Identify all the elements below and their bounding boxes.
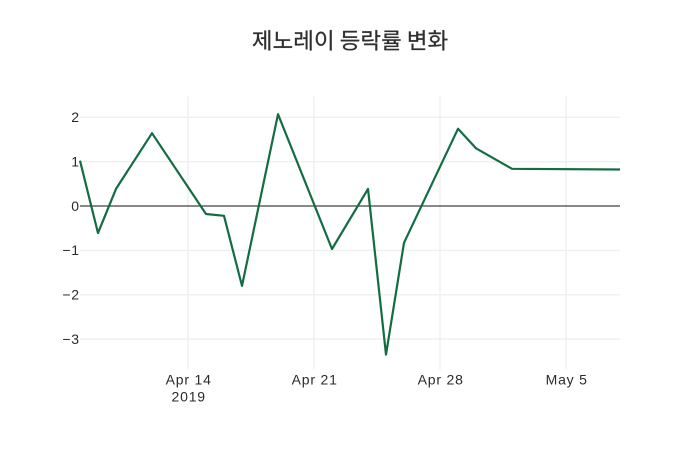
- svg-text:2019: 2019: [172, 389, 206, 405]
- svg-text:May 5: May 5: [546, 372, 588, 388]
- svg-text:2: 2: [71, 109, 80, 125]
- svg-text:Apr 21: Apr 21: [292, 372, 338, 388]
- svg-text:−2: −2: [62, 287, 79, 303]
- svg-text:−3: −3: [62, 331, 79, 347]
- svg-text:1: 1: [71, 154, 80, 170]
- svg-text:Apr 14: Apr 14: [166, 372, 212, 388]
- svg-text:−1: −1: [62, 242, 79, 258]
- svg-text:0: 0: [71, 198, 80, 214]
- svg-text:Apr 28: Apr 28: [418, 372, 464, 388]
